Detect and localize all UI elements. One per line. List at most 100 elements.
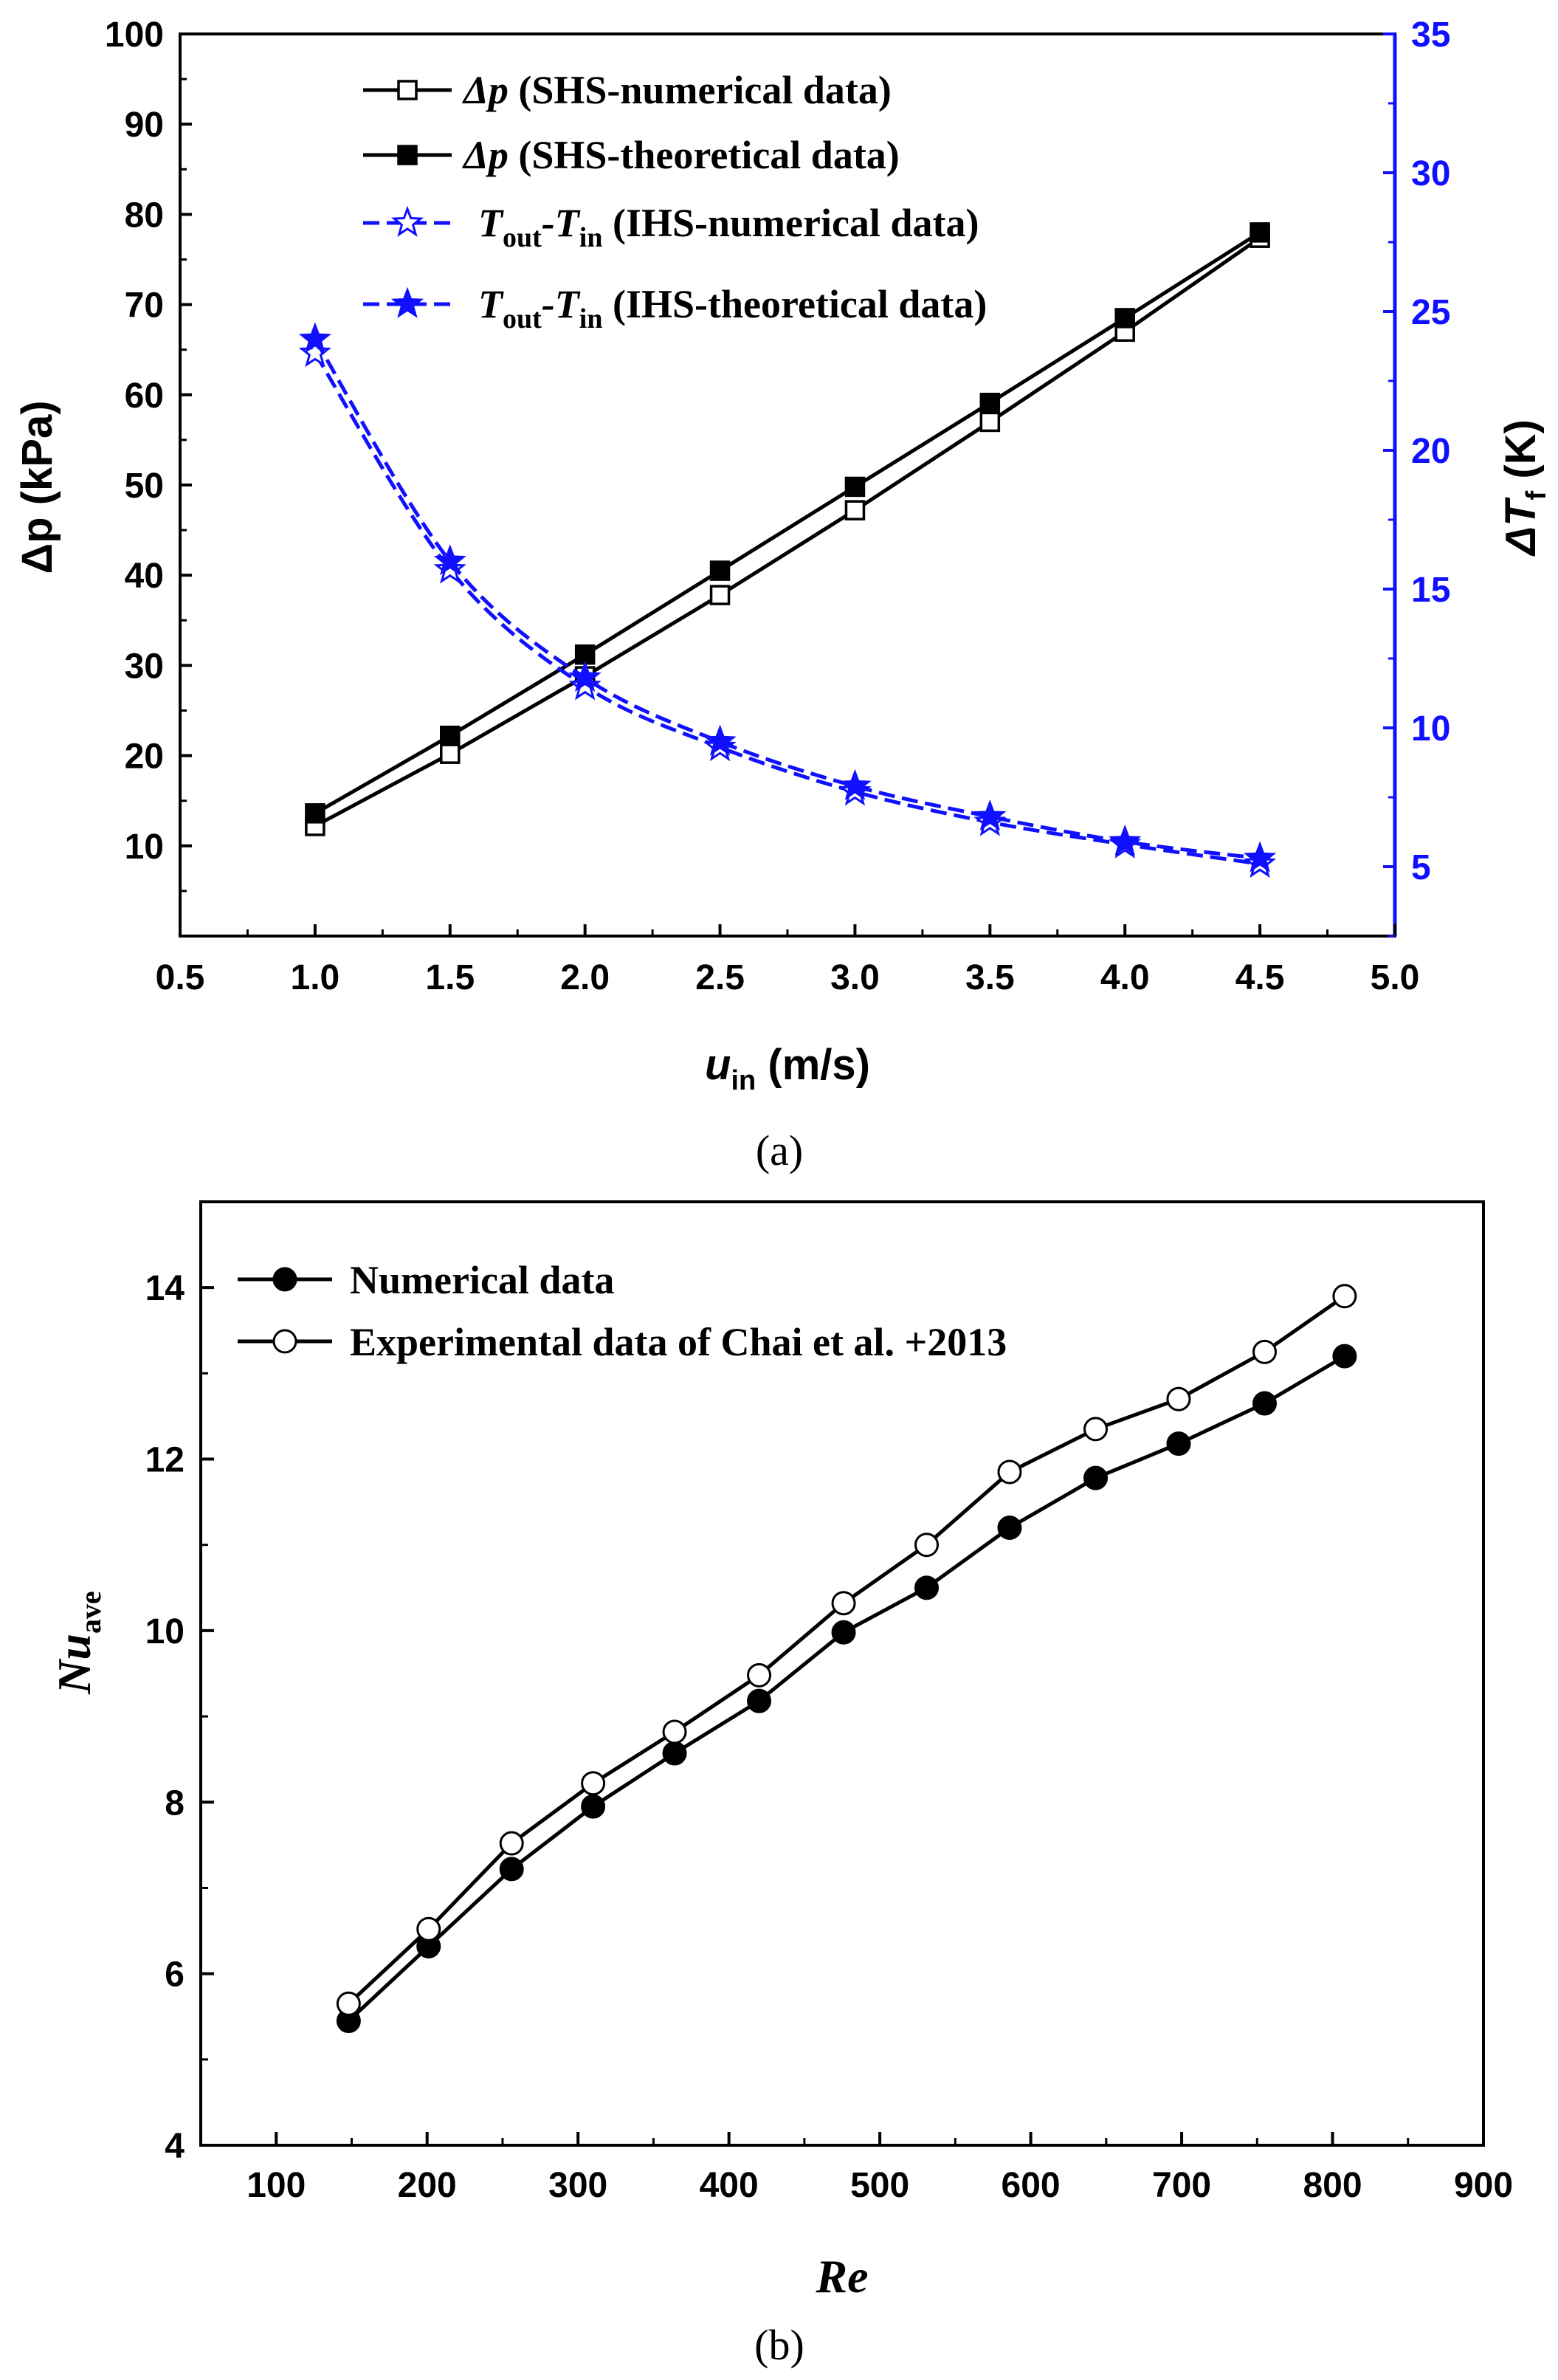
chart-b-point-series-1 [1332,1344,1357,1369]
chart-b-legend-item-1: Numerical data [238,1258,614,1302]
chart-a-legend-mid-3: -T [542,201,581,245]
chart-b-point-series-1 [914,1575,940,1600]
chart-a-point-series-3 [298,336,332,368]
chart-b-x-tick-label: 900 [1454,2166,1513,2205]
chart-a-point-series-4 [433,544,466,576]
chart-b-point-series-2 [662,1719,687,1744]
chart-a-legend-sub2-4: in [579,303,603,334]
chart-b-legend: Numerical data Experimental data of Chai… [238,1258,1007,1364]
chart-a-legend-label-3: Tout-Tin (IHS-numerical data) [478,201,979,253]
chart-b-plot-frame [199,1200,1485,2147]
chart-a-point-series-4 [838,768,872,800]
chart-a-y-tick-label: 70 [125,286,164,326]
chart-a-series-line-2 [314,230,1261,815]
chart-a-point-series-2 [440,725,461,746]
chart-a-y-label: Δp (kPa) [13,400,61,574]
chart-a-legend-sym-3: T [478,201,504,245]
chart-a-legend-sym-2: Δp [462,133,509,177]
chart-a-legend-item-1: Δp (SHS-numerical data) [363,68,892,112]
chart-a-caption: (a) [756,1127,803,1174]
chart-a-legend-desc-2: (SHS-theoretical data) [509,133,900,177]
chart-b-point-series-2 [1332,1284,1357,1309]
chart-a-legend-sub1-4: out [503,303,542,334]
chart-a-y2-label-sub: f [1521,490,1552,500]
chart-b-x-tick-label: 200 [398,2166,457,2205]
chart-b-x-tick-label: 400 [700,2166,759,2205]
chart-a-legend-desc-4: (IHS-theoretical data) [602,282,987,326]
chart-a-x-tick-label: 2.5 [695,958,745,997]
chart-b-x-tick-label: 300 [548,2166,607,2205]
chart-b-x-tick-label: 500 [850,2166,909,2205]
chart-a-point-series-4 [568,661,602,692]
chart-a-y2-label-main: ΔT [1497,497,1545,557]
chart-b-y-tick-label: 8 [165,1784,185,1823]
chart-a-y2-tick-label: 15 [1411,571,1450,610]
chart-b-point-series-1 [1166,1431,1191,1456]
chart-b-legend-item-2: Experimental data of Chai et al. +2013 [238,1320,1007,1364]
chart-a-point-series-4 [703,724,737,756]
chart-a-point-series-2 [709,560,731,581]
chart-b: 100 200 300 400 500 600 700 800 900 4 6 8 10 12 14 Re… [48,1200,1513,2369]
chart-a-y2-tick-label: 30 [1411,154,1450,193]
chart-a-point-series-4 [298,322,332,354]
chart-b-x-tick-label: 800 [1303,2166,1362,2205]
chart-a-legend: Δp (SHS-numerical data) Δp (SHS-theoreti… [363,68,987,334]
chart-a-series-line-1 [314,236,1261,828]
chart-a-y-tick-label: 100 [105,16,164,55]
chart-a-x-tick-label: 3.0 [830,958,880,997]
chart-a-legend-marker-4 [390,286,424,318]
chart-b-x-tick-label: 600 [1002,2166,1061,2205]
chart-a-legend-marker-2 [397,145,418,165]
chart-a-point-series-2 [1114,308,1135,329]
chart-b-point-series-1 [662,1741,687,1766]
chart-a-legend-label-1: Δp (SHS-numerical data) [462,68,892,112]
chart-a-point-series-2 [844,476,866,498]
chart-a-legend-item-2: Δp (SHS-theoretical data) [363,133,900,177]
chart-a-x-tick-label: 0.5 [156,958,205,997]
chart-b-series-line-1 [347,1354,1346,2023]
chart-a-legend-sym-4: T [478,282,504,326]
chart-a-x-tick-label: 2.0 [560,958,610,997]
chart-a-series-line-3 [313,352,1261,866]
chart-b-legend-marker-1 [272,1267,297,1292]
chart-a-x-label-unit: (m/s) [756,1041,870,1089]
chart-b-series-line-2 [347,1294,1346,2006]
chart-b-point-series-2 [997,1459,1022,1485]
chart-a-legend-desc-1: (SHS-numerical data) [509,68,892,112]
chart-a-y-tick-label: 80 [125,196,164,235]
chart-b-point-series-2 [336,1991,361,2016]
chart-b-point-series-2 [1166,1386,1191,1411]
chart-a-y2-ticks: 5 10 15 20 25 30 35 [1383,16,1450,938]
chart-a-x-tick-label: 4.0 [1100,958,1150,997]
chart-a-y2-tick-label: 10 [1411,709,1450,749]
chart-a-point-series-4 [1243,841,1277,873]
chart-b-y-tick-label: 14 [145,1269,185,1308]
chart-a-y-tick-label: 10 [125,828,164,867]
chart-a-x-tick-label: 1.5 [425,958,475,997]
chart-b-point-series-1 [1252,1391,1278,1416]
chart-a-series-line-4 [313,338,1261,861]
chart-b-x-tick-label: 700 [1152,2166,1211,2205]
chart-b-x-tick-label: 100 [247,2166,306,2205]
chart-a-legend-sym-1: Δp [462,68,509,112]
chart-a-x-tick-label: 5.0 [1371,958,1420,997]
chart-b-x-ticks: 100 200 300 400 500 600 700 800 900 [199,2132,1513,2205]
chart-b-point-series-1 [831,1620,856,1645]
chart-a-point-series-2 [1249,222,1270,243]
chart-a-y-tick-label: 50 [125,467,164,506]
chart-b-point-series-1 [997,1515,1022,1540]
chart-a-y2-label: ΔTf (K) [1497,419,1552,557]
chart-a-y2-tick-label: 5 [1411,848,1431,887]
chart-b-legend-marker-2 [272,1329,297,1354]
chart-a-point-series-1 [440,743,461,764]
chart-b-y-tick-label: 4 [165,2127,185,2166]
chart-a-legend-label-4: Tout-Tin (IHS-theoretical data) [478,282,987,334]
chart-a-x-label-sub: in [731,1065,756,1096]
chart-a-point-series-1 [979,411,1001,433]
chart-a-y-tick-label: 30 [125,647,164,686]
chart-b-point-series-2 [1252,1339,1278,1364]
chart-a-x-label: uin (m/s) [705,1041,870,1096]
chart-b-point-series-1 [581,1794,606,1819]
chart-b-point-series-2 [914,1533,940,1558]
chart-b-x-label: Re [815,2250,868,2302]
